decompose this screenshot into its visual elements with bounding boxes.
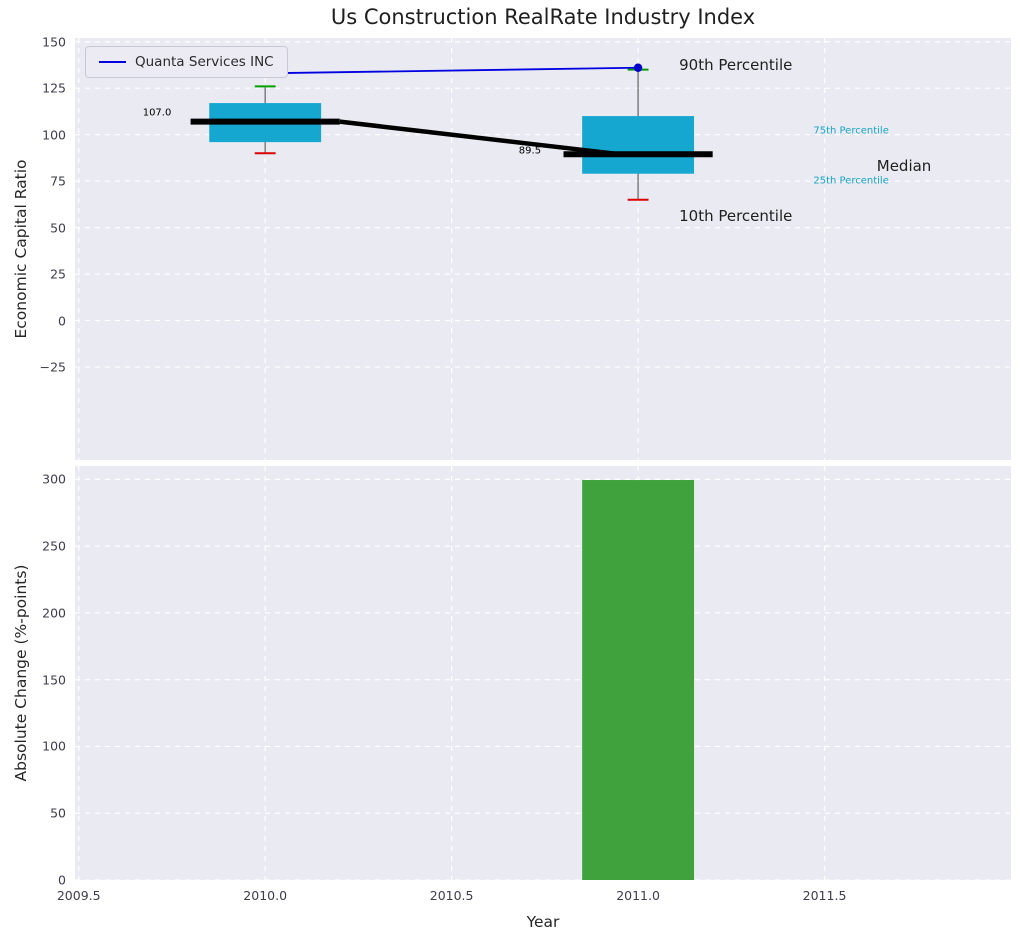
y-tick-label: 150 (42, 672, 66, 688)
y-tick-label: 50 (50, 220, 66, 236)
bottom-y-axis-label: Absolute Change (%-points) (12, 564, 30, 782)
y-tick-label: −25 (39, 359, 66, 375)
y-tick-label: 125 (42, 80, 66, 96)
x-tick-label: 2011.5 (802, 888, 847, 903)
x-tick-label: 2010.0 (243, 888, 288, 903)
x-tick-label: 2009.5 (56, 888, 101, 903)
x-tick-label: 2010.5 (429, 888, 474, 903)
bottom-plot-canvas (75, 466, 1011, 880)
y-tick-label: 300 (42, 471, 66, 487)
x-tick-label: 2011.0 (616, 888, 660, 903)
bottom-plot: 300 250 200 150 100 50 0 2009.5 2010.0 2010.5 2011… (42, 466, 1011, 903)
chart-title: Us Construction RealRate Industry Index (330, 5, 756, 29)
annotation-107.0: 107.0 (142, 107, 172, 119)
annotation-89.5: 89.5 (518, 145, 542, 157)
legend-line-sample (99, 61, 126, 63)
y-tick-label: 25 (50, 266, 66, 282)
iqr-box (582, 116, 695, 174)
annotation-10th-percentile: 10th Percentile (679, 207, 793, 226)
annotation-90th-percentile: 90th Percentile (679, 55, 793, 74)
y-tick-label: 150 (42, 34, 66, 50)
legend-label: Quanta Services INC (135, 54, 274, 70)
y-tick-label: 200 (42, 605, 66, 621)
company-line (265, 66, 639, 75)
annotation-median: Median (876, 157, 932, 176)
legend: Quanta Services INC (85, 46, 288, 78)
y-tick-label: 100 (42, 738, 66, 754)
y-tick-label: 75 (50, 173, 66, 189)
y-tick-label: 250 (42, 538, 66, 554)
median-connector-line (339, 119, 620, 157)
annotation-75th-percentile: 75th Percentile (813, 125, 889, 137)
y-tick-label: 100 (42, 127, 66, 143)
y-tick-label: 0 (58, 313, 66, 329)
change-bar (582, 480, 695, 880)
y-tick-label: 0 (58, 872, 66, 888)
annotation-25th-percentile: 25th Percentile (813, 175, 889, 187)
company-dot (633, 63, 643, 72)
top-y-axis-label: Economic Capital Ratio (12, 159, 30, 339)
x-axis-label: Year (526, 913, 560, 931)
y-tick-label: 50 (50, 805, 66, 821)
top-plot: Quanta Services INC 107.0 89.5 90th Percen… (40, 34, 1011, 460)
top-plot-canvas (75, 38, 1011, 460)
